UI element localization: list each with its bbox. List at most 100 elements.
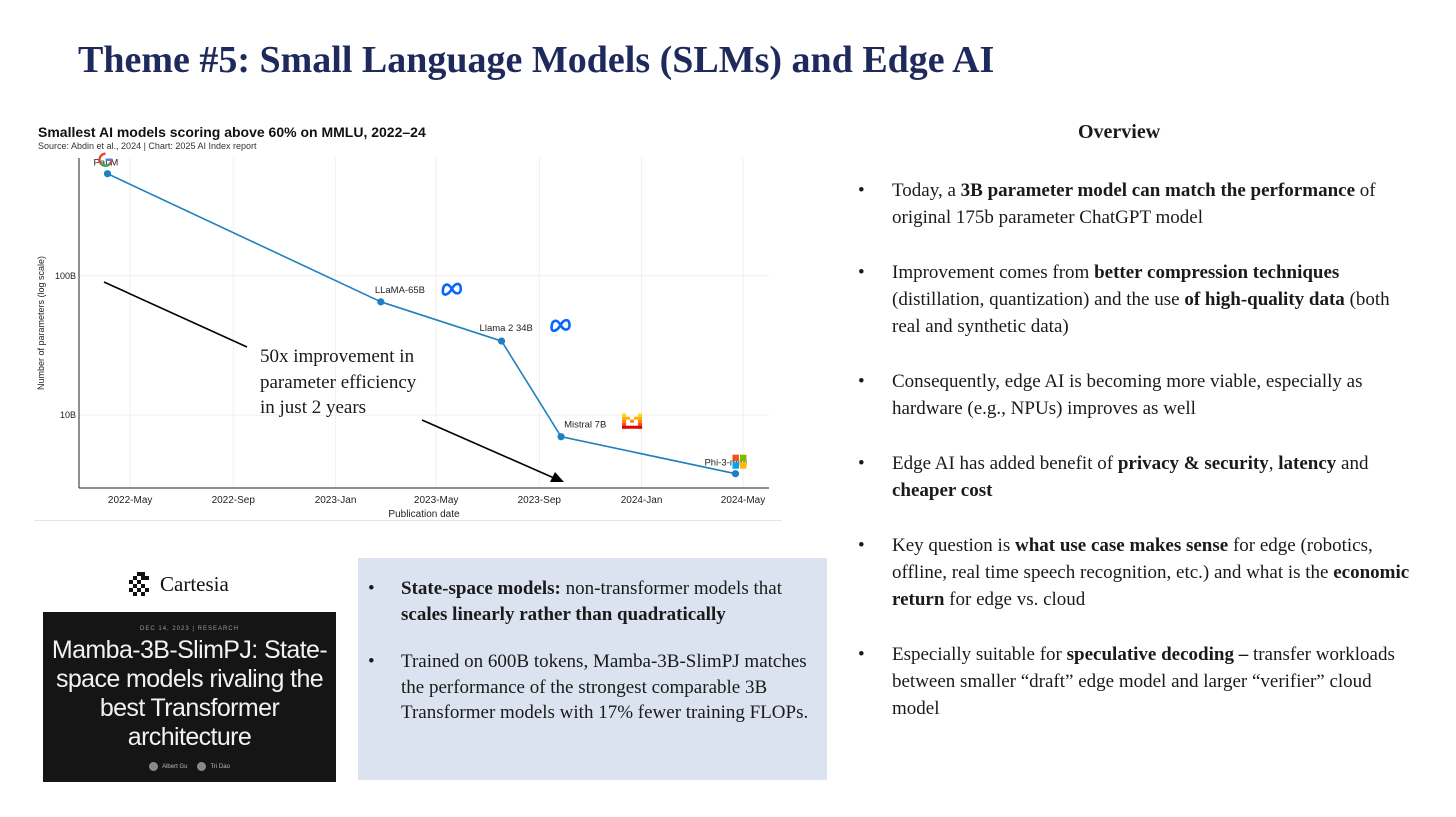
mistral-logo-block: [622, 422, 627, 426]
cartesia-brand: Cartesia: [160, 571, 229, 596]
mistral-logo-icon: [622, 413, 643, 429]
ssm-bullet-state-space: State-space models: non-transformer mode…: [368, 576, 818, 627]
text: of original 175b parameter ChatGPT model: [892, 180, 1376, 228]
bold-text: economic return: [892, 562, 1410, 610]
mistral-logo-block: [622, 425, 643, 429]
ms-logo-blue: [732, 462, 739, 469]
mamba-blog-card: DEC 14, 2023 | RESEARCH Mamba-3B-SlimPJ:…: [43, 612, 336, 782]
y-axis-title: Number of parameters (log scale): [36, 256, 46, 390]
bold-text: privacy & security: [1117, 453, 1269, 474]
overview-bullet-3b-model: Today, a 3B parameter model can match th…: [858, 177, 1418, 231]
google-logo-arc-green: [99, 162, 111, 167]
x-tick-label: 2022-May: [108, 495, 152, 506]
meta-logo-icon: [550, 318, 571, 333]
text: for edge (robotics, offline, real time s…: [892, 535, 1373, 583]
meta-logo-loop: [441, 282, 463, 296]
microsoft-logo-icon: [732, 454, 747, 469]
x-tick-label: 2023-Sep: [518, 495, 562, 506]
bold-text: scales linearly rather than quadraticall…: [401, 603, 726, 625]
ms-logo-red: [732, 454, 739, 462]
bold-text: latency: [1278, 453, 1337, 474]
bold-text: cheaper cost: [892, 480, 993, 501]
ssm-info-box: State-space models: non-transformer mode…: [358, 558, 827, 780]
author: Tri Dao: [197, 762, 230, 771]
data-point: [731, 470, 740, 478]
data-point: [557, 433, 565, 441]
text: Improvement comes from: [892, 262, 1095, 283]
overview-bullet-edge-viable: Consequently, edge AI is becoming more v…: [858, 368, 1418, 422]
data-point: [497, 337, 506, 345]
text: transfer workloads between smaller “draf…: [892, 644, 1395, 719]
point-label: LLaMA-65B: [375, 285, 425, 296]
overview-bullets: Today, a 3B parameter model can match th…: [858, 177, 1418, 750]
text: Especially suitable for: [892, 644, 1067, 665]
text: Consequently, edge AI is becoming more v…: [892, 371, 1363, 419]
mistral-logo-block: [622, 419, 627, 423]
bold-text: what use case makes sense: [1014, 535, 1229, 556]
overview-title: Overview: [1078, 121, 1161, 143]
author: Albert Gu: [149, 762, 187, 771]
meta-logo-icon: [441, 282, 463, 296]
mistral-logo-block: [634, 416, 639, 420]
x-tick-label: 2023-May: [414, 495, 458, 506]
mistral-logo-block: [622, 413, 627, 417]
mistral-logo-block: [622, 416, 627, 420]
point-label: PaLM: [94, 158, 119, 169]
x-axis-title: Publication date: [388, 509, 460, 520]
text: Today, a: [892, 180, 961, 201]
bold-text: of high-quality data: [1184, 289, 1345, 310]
point-label: Phi-3-mini: [704, 458, 747, 469]
data-point: [103, 170, 112, 178]
chart-bottom-rule: [34, 520, 782, 521]
chart-point-labels: PaLM LLaMA-65B Llama 2 34B Mistral 7B Phi-3-…: [94, 152, 747, 469]
annotation-arrow-line-bottom: [421, 419, 555, 479]
slide-title: Theme #5: Small Language Models (SLMs) a…: [78, 39, 995, 81]
cartesia-logo: Cartesia: [128, 559, 250, 609]
google-logo-icon: [98, 152, 113, 167]
card-date-meta: DEC 14, 2023 | RESEARCH: [140, 626, 239, 632]
text: ,: [1268, 453, 1279, 474]
mistral-logo-block: [626, 416, 631, 420]
overview-bullet-speculative: Especially suitable for speculative deco…: [858, 641, 1418, 722]
bold-text: State-space models:: [401, 578, 561, 599]
annotation-arrow-line-top: [103, 281, 248, 348]
card-authors: Albert Gu Tri Dao: [43, 762, 336, 771]
text: for edge vs. cloud: [944, 589, 1086, 610]
mistral-logo-block: [638, 416, 643, 420]
mmlu-chart: 2022-May 2022-Sep 2023-Jan 2023-May 2023-Sep…: [34, 120, 782, 522]
chart-gridlines: [79, 158, 769, 488]
x-tick-label: 2024-May: [721, 495, 765, 506]
bold-text: speculative decoding –: [1066, 644, 1249, 665]
text: (distillation, quantization) and the use: [892, 289, 1185, 310]
point-label: Llama 2 34B: [480, 323, 533, 334]
ssm-bullet-training: Trained on 600B tokens, Mamba-3B-SlimPJ …: [368, 649, 818, 726]
avatar: [197, 762, 207, 771]
y-tick-label: 100B: [55, 271, 76, 281]
text: non-transformer models that: [560, 578, 782, 599]
bold-text: better compression techniques: [1094, 262, 1340, 283]
chart-annotation: 50x improvement in parameter efficiency …: [260, 346, 417, 418]
x-tick-label: 2023-Jan: [315, 495, 357, 506]
ms-logo-yellow: [739, 462, 747, 469]
overview-bullet-key-question: Key question is what use case makes sens…: [858, 532, 1418, 613]
mistral-logo-block: [630, 419, 635, 423]
text: Edge AI has added benefit of: [892, 453, 1118, 474]
text: Trained on 600B tokens, Mamba-3B-SlimPJ …: [401, 651, 809, 723]
text: Key question is: [892, 535, 1015, 556]
author-name: Albert Gu: [162, 763, 188, 770]
x-tick-label: 2022-Sep: [212, 495, 256, 506]
ms-logo-green: [739, 454, 747, 462]
ssm-bullets: State-space models: non-transformer mode…: [368, 576, 818, 748]
text: (both real and synthetic data): [892, 289, 1390, 337]
mistral-logo-block: [638, 419, 643, 423]
mistral-logo-block: [638, 422, 643, 426]
chart-axes: 2022-May 2022-Sep 2023-Jan 2023-May 2023-Sep…: [36, 158, 769, 520]
y-tick-label: 10B: [60, 410, 76, 420]
overview-bullet-compression: Improvement comes from better compressio…: [858, 259, 1418, 340]
chart-source: Source: Abdin et al., 2024 | Chart: 2025…: [38, 141, 257, 151]
author-name: Tri Dao: [210, 763, 230, 770]
chart-title: Smallest AI models scoring above 60% on …: [38, 124, 426, 140]
line-chart-svg: 2022-May 2022-Sep 2023-Jan 2023-May 2023-Sep…: [36, 152, 769, 520]
card-headline: Mamba-3B-SlimPJ: State-space models riva…: [51, 636, 328, 751]
avatar: [149, 762, 159, 771]
